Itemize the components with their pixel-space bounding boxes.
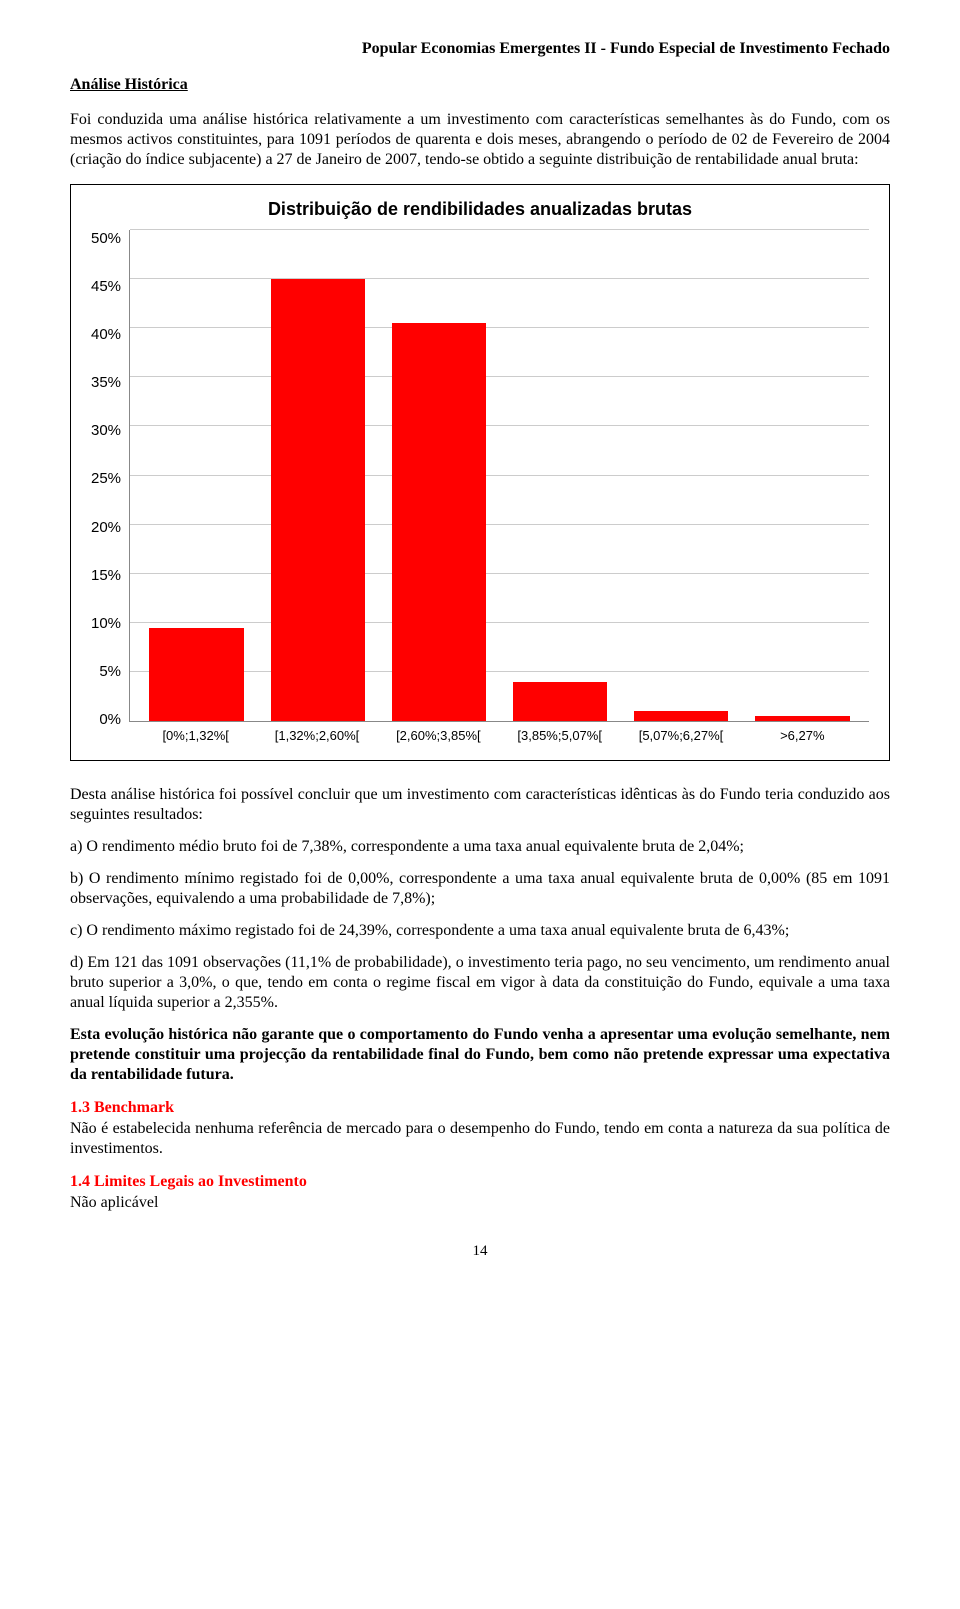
benchmark-body: Não é estabelecida nenhuma referência de… — [70, 1119, 890, 1159]
x-tick-label: [5,07%;6,27%[ — [630, 728, 732, 750]
after-chart-paragraph: Desta análise histórica foi possível con… — [70, 785, 890, 825]
x-tick-label: [3,85%;5,07%[ — [509, 728, 611, 750]
chart-bar — [149, 628, 244, 721]
bullet-a: a) O rendimento médio bruto foi de 7,38%… — [70, 837, 890, 857]
chart-y-axis: 50% 45% 40% 35% 30% 25% 20% 15% 10% 5% 0% — [91, 230, 129, 750]
y-tick-label: 25% — [91, 470, 121, 487]
chart-title: Distribuição de rendibilidades anualizad… — [91, 199, 869, 220]
document-header: Popular Economias Emergentes II - Fundo … — [70, 40, 890, 58]
y-tick-label: 0% — [99, 711, 121, 728]
disclaimer-paragraph: Esta evolução histórica não garante que … — [70, 1025, 890, 1085]
x-tick-label: [2,60%;3,85%[ — [387, 728, 489, 750]
y-tick-label: 45% — [91, 278, 121, 295]
chart-bars — [130, 230, 869, 721]
chart-bar — [755, 716, 850, 721]
y-tick-label: 40% — [91, 326, 121, 343]
chart-bar — [513, 682, 608, 721]
limits-body: Não aplicável — [70, 1193, 890, 1213]
page-number: 14 — [70, 1243, 890, 1260]
x-tick-label: [1,32%;2,60%[ — [266, 728, 368, 750]
chart-bar — [634, 711, 729, 721]
y-tick-label: 50% — [91, 230, 121, 247]
x-tick-label: [0%;1,32%[ — [145, 728, 247, 750]
chart-area: 50% 45% 40% 35% 30% 25% 20% 15% 10% 5% 0% [0%;1,32… — [91, 230, 869, 750]
y-tick-label: 5% — [99, 663, 121, 680]
chart-plot — [129, 230, 869, 722]
chart-x-axis: [0%;1,32%[ [1,32%;2,60%[ [2,60%;3,85%[ [3,8… — [129, 722, 869, 750]
section-title: Análise Histórica — [70, 76, 890, 94]
bullet-c: c) O rendimento máximo registado foi de … — [70, 921, 890, 941]
benchmark-heading: 1.3 Benchmark — [70, 1099, 890, 1117]
y-tick-label: 30% — [91, 422, 121, 439]
x-tick-label: >6,27% — [751, 728, 853, 750]
chart-bar — [271, 279, 366, 721]
chart-bar — [392, 323, 487, 721]
y-tick-label: 20% — [91, 519, 121, 536]
intro-paragraph: Foi conduzida uma análise histórica rela… — [70, 110, 890, 170]
bullet-b: b) O rendimento mínimo registado foi de … — [70, 869, 890, 909]
y-tick-label: 35% — [91, 374, 121, 391]
distribution-chart: Distribuição de rendibilidades anualizad… — [70, 184, 890, 761]
y-tick-label: 15% — [91, 567, 121, 584]
limits-heading: 1.4 Limites Legais ao Investimento — [70, 1173, 890, 1191]
y-tick-label: 10% — [91, 615, 121, 632]
chart-plot-wrap: [0%;1,32%[ [1,32%;2,60%[ [2,60%;3,85%[ [3,8… — [129, 230, 869, 750]
bullet-d: d) Em 121 das 1091 observações (11,1% de… — [70, 953, 890, 1013]
